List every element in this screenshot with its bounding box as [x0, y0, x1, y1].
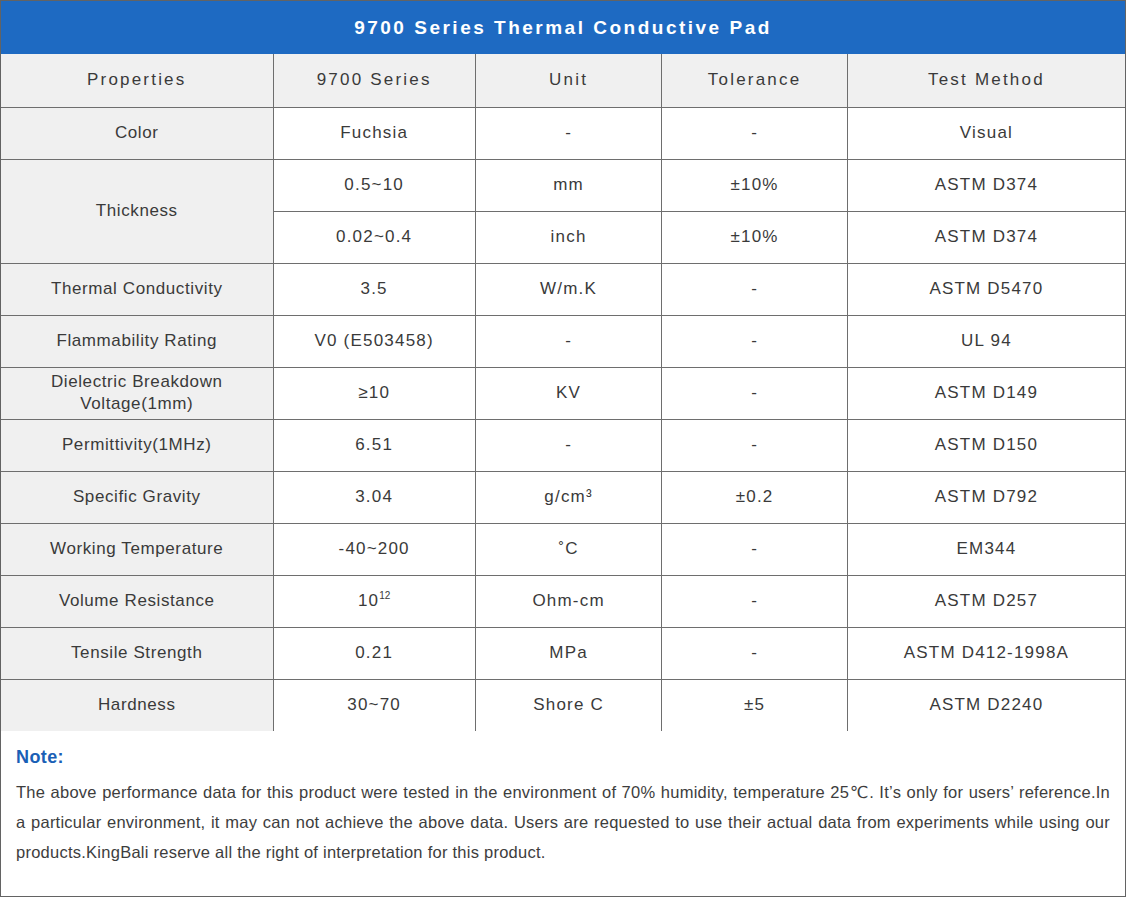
- cell-working-temperature-test-method: EM344: [847, 523, 1125, 575]
- cell-flammability-unit: -: [475, 315, 662, 367]
- cell-hardness-unit: Shore C: [475, 679, 662, 731]
- cell-dielectric-breakdown-unit: KV: [475, 367, 662, 419]
- cell-specific-gravity-value: 3.04: [273, 471, 475, 523]
- column-header-properties: Properties: [1, 54, 273, 107]
- note-label: Note:: [16, 747, 1110, 768]
- row-label-specific-gravity: Specific Gravity: [1, 471, 273, 523]
- spec-sheet-page: 9700 Series Thermal Conductive Pad Prope…: [0, 0, 1126, 897]
- table-row-flammability: Flammability Rating V0 (E503458) - - UL …: [1, 315, 1125, 367]
- cell-hardness-value: 30~70: [273, 679, 475, 731]
- cell-working-temperature-unit: ˚C: [475, 523, 662, 575]
- cell-thickness-inch-tolerance: ±10%: [662, 211, 847, 263]
- cell-volume-resistance-tolerance: -: [662, 575, 847, 627]
- table-row-permittivity: Permittivity(1MHz) 6.51 - - ASTM D150: [1, 419, 1125, 471]
- cell-tensile-strength-value: 0.21: [273, 627, 475, 679]
- row-label-thermal-conductivity: Thermal Conductivity: [1, 263, 273, 315]
- table-row-dielectric-breakdown: Dielectric Breakdown Voltage(1mm) ≥10 KV…: [1, 367, 1125, 419]
- row-label-hardness: Hardness: [1, 679, 273, 731]
- cell-thickness-mm-test-method: ASTM D374: [847, 159, 1125, 211]
- cell-thickness-inch-test-method: ASTM D374: [847, 211, 1125, 263]
- row-label-permittivity: Permittivity(1MHz): [1, 419, 273, 471]
- row-label-dielectric-breakdown-text: Dielectric Breakdown Voltage(1mm): [34, 371, 239, 415]
- table-row-hardness: Hardness 30~70 Shore C ±5 ASTM D2240: [1, 679, 1125, 731]
- cell-dielectric-breakdown-tolerance: -: [662, 367, 847, 419]
- row-label-tensile-strength: Tensile Strength: [1, 627, 273, 679]
- column-header-unit: Unit: [475, 54, 662, 107]
- note-section: Note: The above performance data for thi…: [1, 731, 1125, 867]
- cell-hardness-test-method: ASTM D2240: [847, 679, 1125, 731]
- cell-tensile-strength-tolerance: -: [662, 627, 847, 679]
- cell-color-unit: -: [475, 107, 662, 159]
- cell-flammability-test-method: UL 94: [847, 315, 1125, 367]
- row-label-dielectric-breakdown: Dielectric Breakdown Voltage(1mm): [1, 367, 273, 419]
- table-row-thermal-conductivity: Thermal Conductivity 3.5 W/m.K - ASTM D5…: [1, 263, 1125, 315]
- cell-tensile-strength-unit: MPa: [475, 627, 662, 679]
- column-header-test-method: Test Method: [847, 54, 1125, 107]
- table-header-row: Properties 9700 Series Unit Tolerance Te…: [1, 54, 1125, 107]
- cell-specific-gravity-tolerance: ±0.2: [662, 471, 847, 523]
- row-label-working-temperature: Working Temperature: [1, 523, 273, 575]
- cell-thermal-conductivity-unit: W/m.K: [475, 263, 662, 315]
- cell-thermal-conductivity-test-method: ASTM D5470: [847, 263, 1125, 315]
- row-label-volume-resistance: Volume Resistance: [1, 575, 273, 627]
- cell-color-test-method: Visual: [847, 107, 1125, 159]
- row-label-color: Color: [1, 107, 273, 159]
- cell-volume-resistance-value: 1012: [273, 575, 475, 627]
- cell-working-temperature-value: -40~200: [273, 523, 475, 575]
- table-row-tensile-strength: Tensile Strength 0.21 MPa - ASTM D412-19…: [1, 627, 1125, 679]
- volume-resistance-base: 10: [358, 591, 379, 610]
- table-row-specific-gravity: Specific Gravity 3.04 g/cm³ ±0.2 ASTM D7…: [1, 471, 1125, 523]
- cell-thermal-conductivity-tolerance: -: [662, 263, 847, 315]
- spec-table: Properties 9700 Series Unit Tolerance Te…: [1, 54, 1125, 731]
- cell-flammability-value: V0 (E503458): [273, 315, 475, 367]
- cell-tensile-strength-test-method: ASTM D412-1998A: [847, 627, 1125, 679]
- cell-flammability-tolerance: -: [662, 315, 847, 367]
- cell-permittivity-unit: -: [475, 419, 662, 471]
- cell-thickness-mm-value: 0.5~10: [273, 159, 475, 211]
- table-row-thickness-mm: Thickness 0.5~10 mm ±10% ASTM D374: [1, 159, 1125, 211]
- cell-thickness-inch-value: 0.02~0.4: [273, 211, 475, 263]
- cell-permittivity-tolerance: -: [662, 419, 847, 471]
- cell-specific-gravity-unit: g/cm³: [475, 471, 662, 523]
- volume-resistance-exponent: 12: [379, 590, 390, 601]
- cell-volume-resistance-test-method: ASTM D257: [847, 575, 1125, 627]
- table-row-working-temperature: Working Temperature -40~200 ˚C - EM344: [1, 523, 1125, 575]
- title-bar: 9700 Series Thermal Conductive Pad: [1, 1, 1125, 54]
- cell-permittivity-test-method: ASTM D150: [847, 419, 1125, 471]
- cell-hardness-tolerance: ±5: [662, 679, 847, 731]
- cell-color-tolerance: -: [662, 107, 847, 159]
- column-header-series: 9700 Series: [273, 54, 475, 107]
- cell-specific-gravity-test-method: ASTM D792: [847, 471, 1125, 523]
- cell-dielectric-breakdown-test-method: ASTM D149: [847, 367, 1125, 419]
- page-title: 9700 Series Thermal Conductive Pad: [354, 17, 772, 39]
- table-row-volume-resistance: Volume Resistance 1012 Ohm-cm - ASTM D25…: [1, 575, 1125, 627]
- cell-dielectric-breakdown-value: ≥10: [273, 367, 475, 419]
- cell-thickness-inch-unit: inch: [475, 211, 662, 263]
- cell-volume-resistance-unit: Ohm-cm: [475, 575, 662, 627]
- row-label-flammability: Flammability Rating: [1, 315, 273, 367]
- note-text: The above performance data for this prod…: [16, 777, 1110, 867]
- column-header-tolerance: Tolerance: [662, 54, 847, 107]
- cell-thickness-mm-unit: mm: [475, 159, 662, 211]
- table-row-color: Color Fuchsia - - Visual: [1, 107, 1125, 159]
- row-label-thickness: Thickness: [1, 159, 273, 263]
- cell-thickness-mm-tolerance: ±10%: [662, 159, 847, 211]
- cell-permittivity-value: 6.51: [273, 419, 475, 471]
- cell-thermal-conductivity-value: 3.5: [273, 263, 475, 315]
- cell-color-value: Fuchsia: [273, 107, 475, 159]
- cell-working-temperature-tolerance: -: [662, 523, 847, 575]
